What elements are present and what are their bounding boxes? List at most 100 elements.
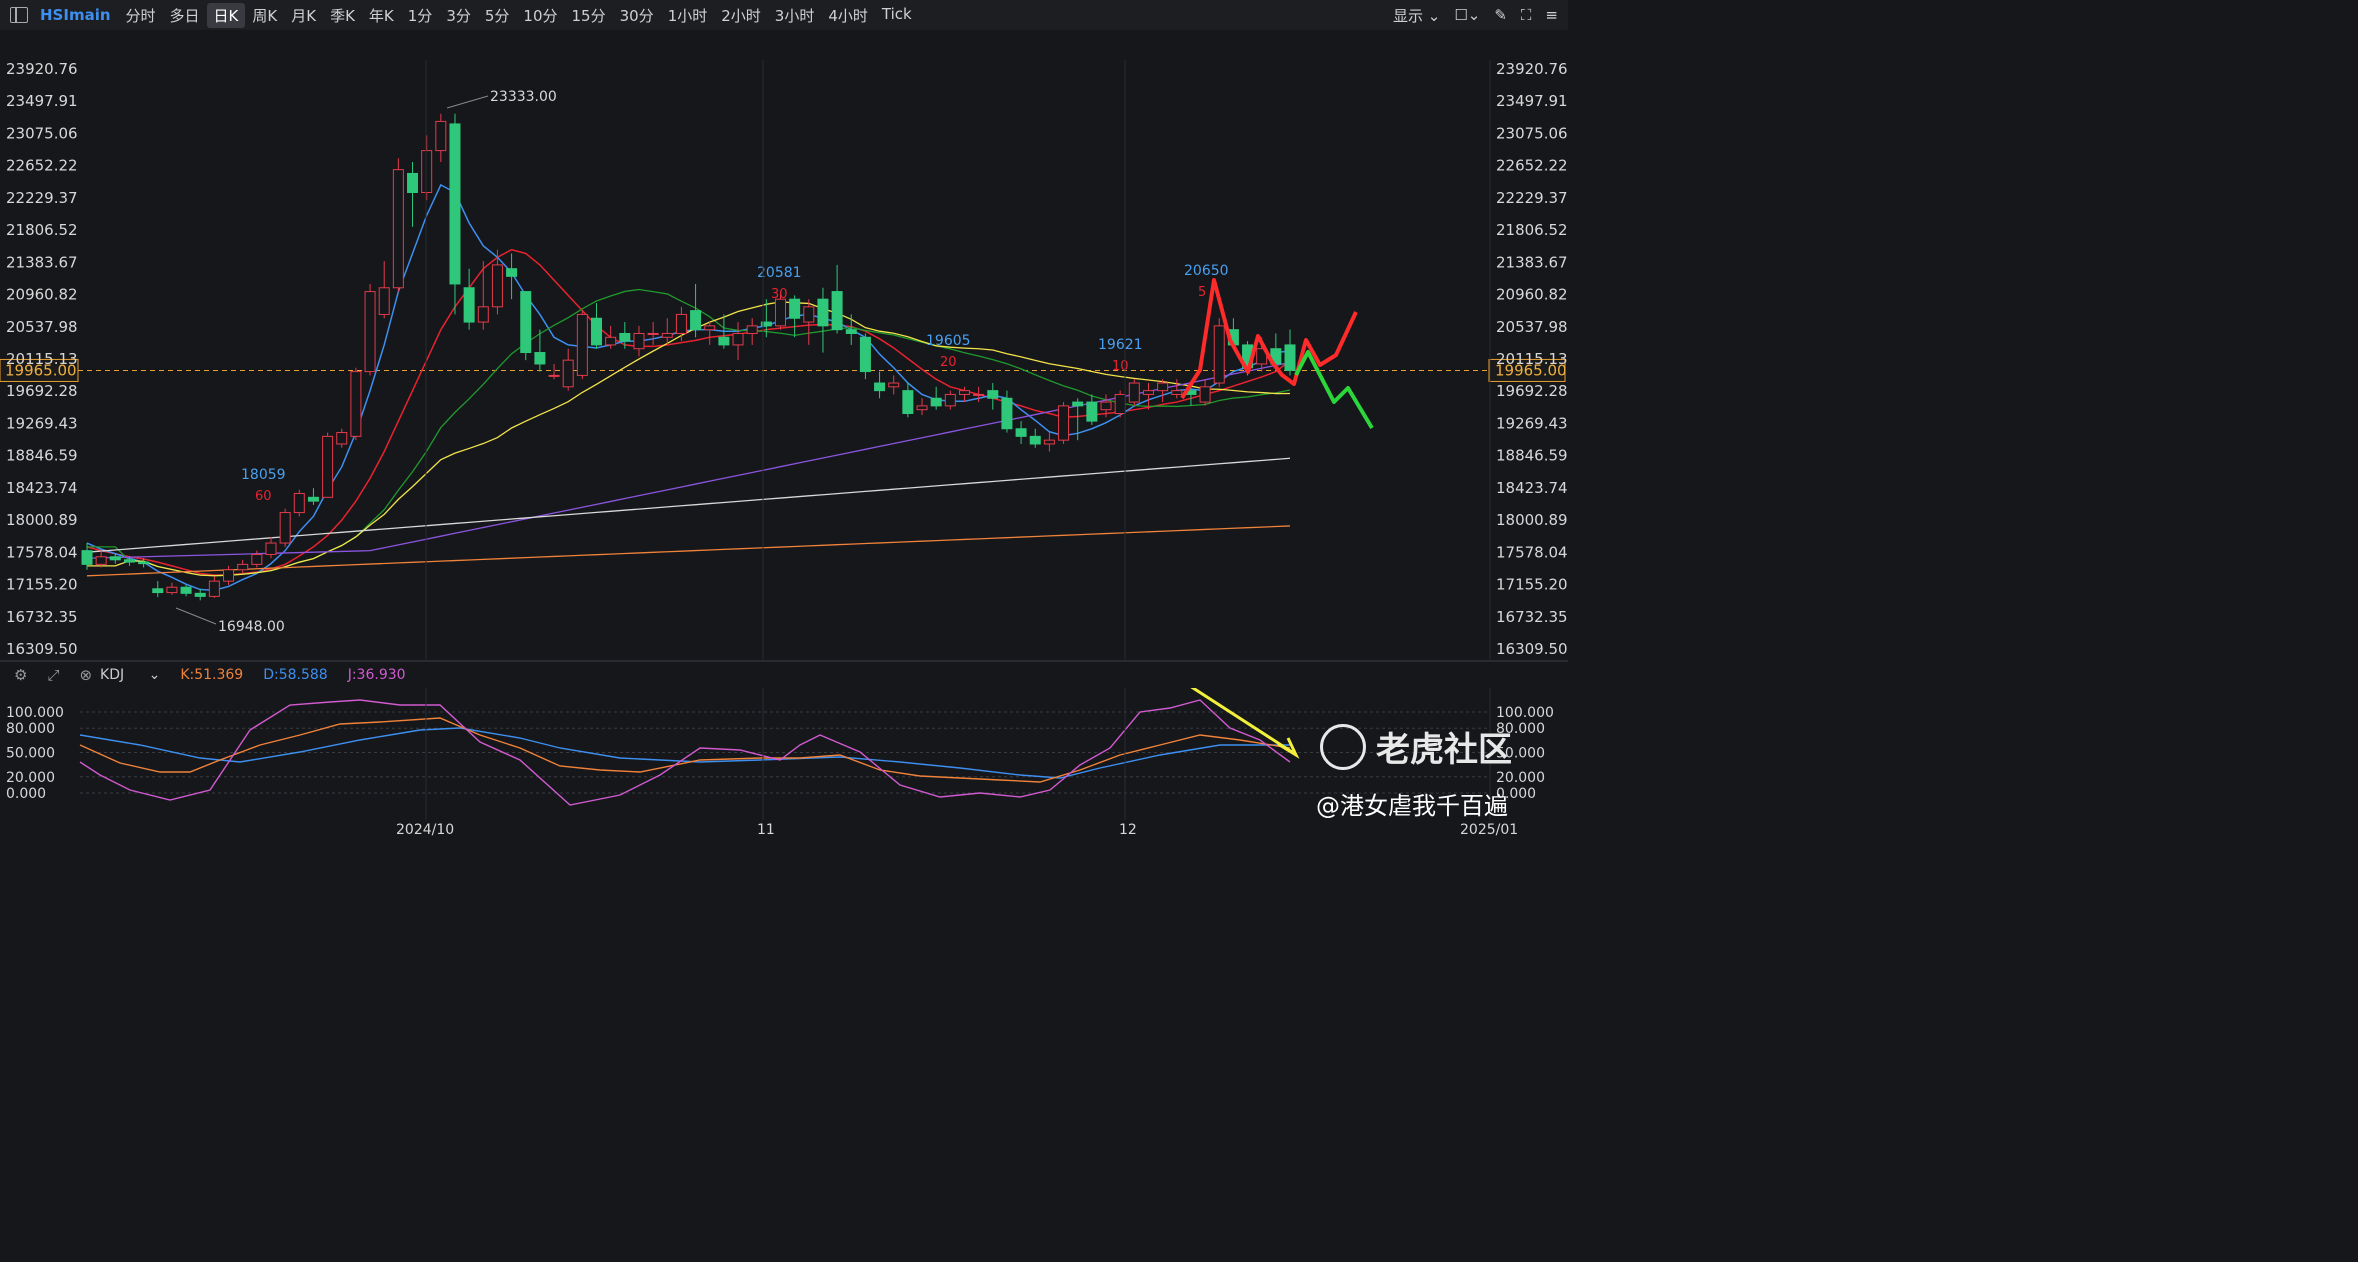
- ma5-label: MA5:20220.00: [157, 38, 260, 54]
- y-tick-label-left: 21383.67: [6, 253, 78, 271]
- period-tab[interactable]: 15分: [571, 6, 606, 25]
- period-tab[interactable]: 日K: [206, 2, 246, 28]
- candle-body: [916, 405, 928, 411]
- y-tick-label-left: 22229.37: [6, 189, 78, 207]
- candle-body: [633, 332, 645, 350]
- candle-body: [718, 336, 730, 346]
- kdj-settings-icon[interactable]: ⚙: [14, 666, 28, 684]
- period-tab[interactable]: 年K: [368, 6, 394, 25]
- display-menu[interactable]: 显示 ⌄: [1392, 6, 1441, 25]
- candlestick-chart[interactable]: 19965.00 19965.00 23920.76 23497.91 23075.0…: [0, 0, 1568, 839]
- menu-icon[interactable]: ≡: [1545, 6, 1558, 24]
- period-tab[interactable]: 1分: [407, 6, 433, 25]
- period-tab[interactable]: 10分: [523, 6, 558, 25]
- period-tab[interactable]: 3小时: [774, 6, 815, 25]
- candle-body: [251, 553, 263, 565]
- y-tick-label-right: 17155.20: [1496, 576, 1568, 594]
- candle-body: [1001, 397, 1013, 430]
- kdj-y-tick-left: 20.000: [6, 770, 55, 786]
- fullscreen-icon[interactable]: ⛶: [1520, 6, 1532, 24]
- period-tab[interactable]: 1小时: [667, 6, 708, 25]
- period-annotation: 60: [255, 489, 272, 504]
- layout-icon[interactable]: ☐⌄: [1454, 6, 1481, 24]
- period-tab[interactable]: Tick: [881, 4, 912, 23]
- candle-body: [888, 382, 900, 388]
- kdj-close-icon[interactable]: ⊗: [79, 666, 93, 684]
- period-annotation: 10: [1112, 359, 1129, 374]
- candle-body: [520, 291, 532, 354]
- current-price-badge-left: [0, 358, 79, 382]
- candle-body: [81, 550, 93, 565]
- candle-body: [1199, 386, 1211, 403]
- period-tab[interactable]: 分时: [125, 6, 156, 25]
- y-tick-label-right: 18423.74: [1496, 479, 1568, 497]
- kdj-d-line: [79, 727, 1290, 779]
- period-tab[interactable]: 4小时: [828, 6, 868, 25]
- price-annotation: 20581: [757, 265, 802, 281]
- period-tab[interactable]: 3分: [446, 6, 471, 25]
- indicator-select[interactable]: MA ⌄: [83, 38, 144, 54]
- x-tick-label: 2025/01: [1460, 822, 1518, 838]
- kdj-expand-icon[interactable]: ⤢: [47, 666, 60, 684]
- yellow-arrow-line: [1189, 684, 1293, 754]
- candle-body: [774, 298, 786, 327]
- y-tick-label-left: 16309.50: [6, 640, 78, 658]
- collapse-icon[interactable]: ▲: [39, 37, 51, 55]
- current-price-label-left: 19965.00: [5, 361, 77, 379]
- candle-body: [1227, 329, 1239, 346]
- candle-body: [152, 588, 164, 594]
- settings-gear-icon[interactable]: ⚙: [14, 37, 28, 55]
- draw-pen-icon[interactable]: ✎: [1494, 6, 1507, 24]
- adjust-select[interactable]: 前复权 ⌄: [1365, 39, 1446, 55]
- y-tick-label-left: 16732.35: [6, 608, 78, 626]
- y-tick-label-left: 19692.28: [6, 382, 78, 400]
- ma20-line: [87, 288, 1291, 577]
- ma5-line: [86, 183, 1291, 592]
- y-tick-label-right: 16309.50: [1496, 640, 1568, 658]
- candle-body: [491, 264, 503, 308]
- kdj-y-tick-left: 80.000: [6, 721, 55, 737]
- chart-tools-icons[interactable]: ⊞ ⊖ ⊖ ⊕: [1473, 38, 1534, 54]
- candle-body: [336, 432, 348, 445]
- symbol-label[interactable]: HSImain: [40, 6, 111, 24]
- y-tick-label-right: 18000.89: [1496, 511, 1568, 529]
- candle-body: [562, 359, 574, 388]
- candle-body: [944, 393, 956, 407]
- period-tab[interactable]: 多日: [169, 6, 200, 25]
- candle-body: [548, 374, 560, 377]
- candle-body: [690, 310, 702, 331]
- period-tab[interactable]: 周K: [252, 6, 278, 25]
- candle-body: [1213, 325, 1225, 384]
- ma250-line: [86, 525, 1291, 577]
- y-tick-label-left: 22652.22: [6, 157, 78, 175]
- candle-body: [760, 321, 772, 327]
- ma60-line: [86, 361, 1291, 559]
- maday-select[interactable]: ⊗ MADAY ⌄: [86, 62, 173, 80]
- ma120-line: [86, 457, 1291, 553]
- close-maday-icon[interactable]: ⊗: [86, 62, 99, 80]
- candle-body: [123, 559, 135, 563]
- candle-body: [987, 390, 999, 399]
- period-tab[interactable]: 30分: [619, 6, 654, 25]
- period-annotation: 5: [1198, 285, 1206, 300]
- period-tab[interactable]: 2小时: [721, 6, 761, 25]
- candle-body: [1043, 439, 1055, 445]
- period-tab[interactable]: 5分: [484, 6, 510, 25]
- y-tick-label-left: 18846.59: [6, 447, 78, 465]
- y-tick-label-left: 23920.76: [6, 60, 78, 78]
- x-tick-label: 11: [757, 822, 775, 838]
- candle-body: [930, 397, 942, 407]
- candle-body: [477, 306, 489, 323]
- kdj-indicator-select[interactable]: KDJ ⌄: [100, 667, 161, 683]
- candle-body: [506, 268, 518, 277]
- kdj-j-line: [79, 699, 1291, 806]
- period-tab[interactable]: 季K: [330, 6, 355, 25]
- candle-body: [1171, 390, 1183, 395]
- ma500-label: MA500:: [1097, 38, 1151, 54]
- candle-body: [265, 542, 277, 555]
- period-tab[interactable]: 月K: [291, 6, 317, 25]
- close-indicator-icon[interactable]: ⊗: [63, 37, 76, 55]
- sidebar-toggle-icon[interactable]: [10, 7, 28, 23]
- y-tick-label-right: 20537.98: [1496, 318, 1568, 336]
- candle-body: [293, 493, 305, 514]
